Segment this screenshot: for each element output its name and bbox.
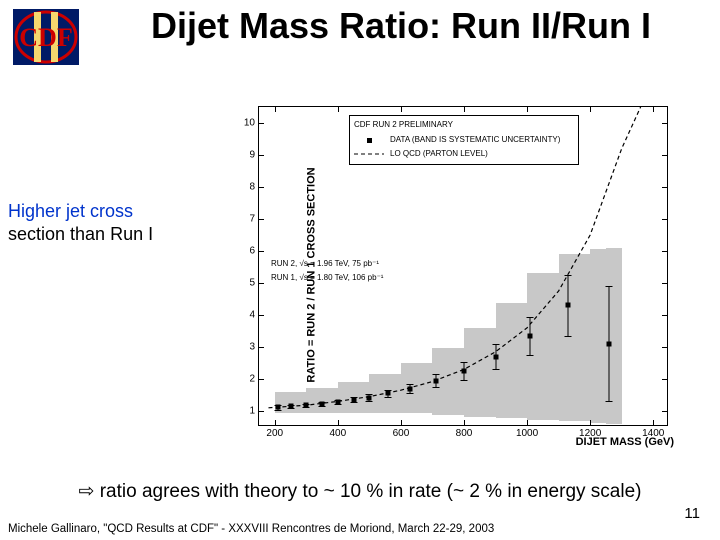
error-cap <box>565 275 572 276</box>
xtick <box>653 420 654 425</box>
error-cap <box>274 410 281 411</box>
data-point <box>462 369 467 374</box>
xtick-label: 800 <box>456 428 473 439</box>
error-cap <box>350 402 357 403</box>
slide-title: Dijet Mass Ratio: Run II/Run I <box>82 6 710 46</box>
xtick <box>275 107 276 112</box>
data-point <box>493 354 498 359</box>
data-point <box>288 404 293 409</box>
error-cap <box>606 286 613 287</box>
ytick <box>259 315 264 316</box>
ytick-label: 4 <box>239 310 255 321</box>
data-point <box>320 401 325 406</box>
ytick <box>662 347 667 348</box>
xtick <box>401 107 402 112</box>
x-axis-label: DIJET MASS (GeV) <box>576 436 674 448</box>
error-cap <box>407 393 414 394</box>
error-cap <box>461 362 468 363</box>
xtick <box>401 420 402 425</box>
side-line2: section than Run I <box>8 224 153 244</box>
plot-region: CDF RUN 2 PRELIMINARY DATA (BAND IS SYST… <box>258 106 668 426</box>
ytick-label: 10 <box>239 118 255 129</box>
data-point <box>367 395 372 400</box>
error-cap <box>527 355 534 356</box>
xtick <box>590 420 591 425</box>
xtick <box>527 420 528 425</box>
error-cap <box>432 374 439 375</box>
xtick <box>590 107 591 112</box>
conclusion-text: ⇨ ratio agrees with theory to ~ 10 % in … <box>0 481 720 504</box>
data-point <box>275 405 280 410</box>
ytick <box>662 251 667 252</box>
xtick-label: 400 <box>330 428 347 439</box>
xtick <box>275 420 276 425</box>
ytick <box>259 379 264 380</box>
svg-text:CDF: CDF <box>19 23 72 52</box>
ytick <box>259 187 264 188</box>
error-cap <box>492 369 499 370</box>
ytick <box>259 251 264 252</box>
error-cap <box>527 317 534 318</box>
footer-citation: Michele Gallinaro, "QCD Results at CDF" … <box>8 523 608 536</box>
xtick-label: 1000 <box>516 428 538 439</box>
error-cap <box>565 336 572 337</box>
error-cap <box>385 397 392 398</box>
error-cap <box>432 387 439 388</box>
xtick <box>338 107 339 112</box>
data-point <box>607 341 612 346</box>
data-point <box>433 378 438 383</box>
xtick-label: 600 <box>393 428 410 439</box>
ytick <box>662 155 667 156</box>
page-number: 11 <box>684 505 700 522</box>
error-cap <box>606 401 613 402</box>
ytick-label: 2 <box>239 374 255 385</box>
side-line1: Higher jet cross <box>8 201 133 221</box>
data-point <box>304 403 309 408</box>
data-point <box>335 400 340 405</box>
xtick <box>338 420 339 425</box>
ytick <box>259 155 264 156</box>
data-point <box>566 303 571 308</box>
error-cap <box>407 384 414 385</box>
ytick <box>259 219 264 220</box>
xtick-label: 200 <box>266 428 283 439</box>
ytick <box>662 379 667 380</box>
ytick-label: 5 <box>239 278 255 289</box>
data-point <box>351 397 356 402</box>
ytick <box>662 187 667 188</box>
ytick <box>662 283 667 284</box>
error-cap <box>492 344 499 345</box>
ratio-chart: RATIO = RUN 2 / RUN 1 CROSS SECTION CDF … <box>210 100 680 450</box>
ytick <box>259 123 264 124</box>
ytick <box>662 411 667 412</box>
xtick <box>527 107 528 112</box>
data-point <box>386 391 391 396</box>
error-cap <box>461 380 468 381</box>
error-cap <box>366 401 373 402</box>
ytick <box>259 283 264 284</box>
ytick-label: 9 <box>239 150 255 161</box>
ytick <box>259 411 264 412</box>
ytick-label: 7 <box>239 214 255 225</box>
side-annotation: Higher jet cross section than Run I <box>8 200 208 245</box>
ytick <box>662 123 667 124</box>
xtick <box>653 107 654 112</box>
xtick <box>464 107 465 112</box>
ytick-label: 1 <box>239 406 255 417</box>
xtick <box>464 420 465 425</box>
ytick-label: 3 <box>239 342 255 353</box>
ytick-label: 6 <box>239 246 255 257</box>
ytick-label: 8 <box>239 182 255 193</box>
ytick <box>259 347 264 348</box>
ytick <box>662 219 667 220</box>
data-point <box>408 386 413 391</box>
data-point <box>528 333 533 338</box>
ytick <box>662 315 667 316</box>
cdf-logo: CDF <box>10 6 82 68</box>
